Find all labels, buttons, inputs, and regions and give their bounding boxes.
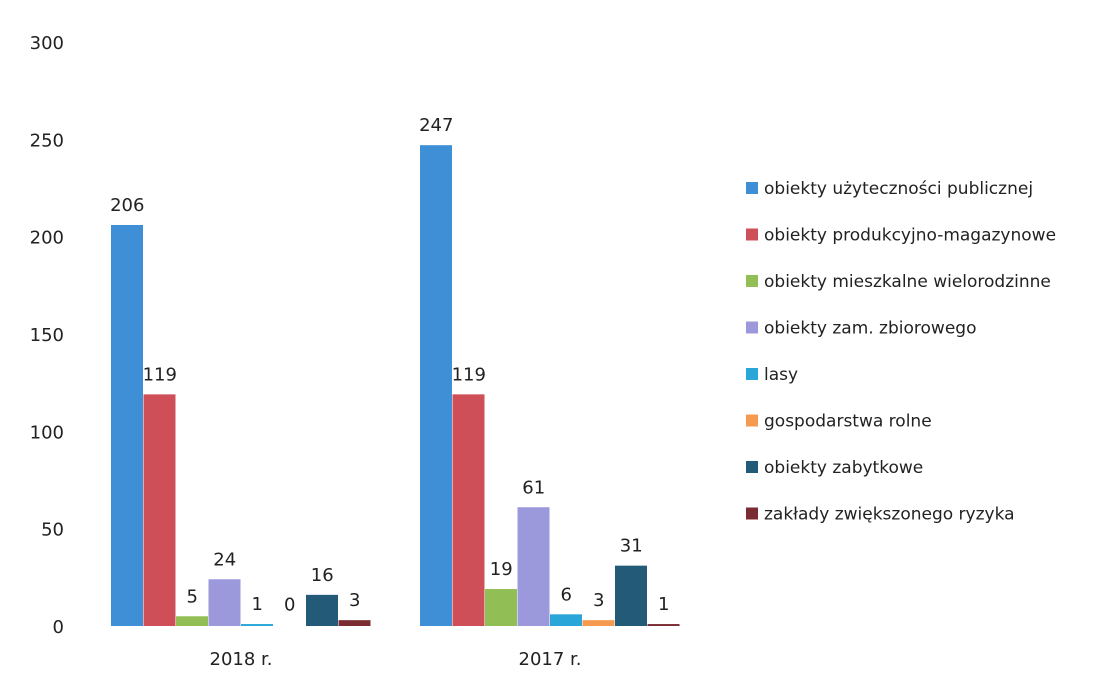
data-label: 19 <box>490 559 513 580</box>
data-label: 0 <box>284 595 295 616</box>
legend-swatch <box>746 368 758 380</box>
legend-item: obiekty mieszkalne wielorodzinne <box>746 272 1051 292</box>
y-tick-label: 0 <box>53 617 64 638</box>
legend-swatch <box>746 275 758 287</box>
legend-label: lasy <box>764 365 798 385</box>
legend-swatch <box>746 321 758 334</box>
y-axis: 0 50 100 150 200 250 300 <box>30 33 64 638</box>
bar <box>517 507 550 626</box>
legend-swatch <box>746 228 758 241</box>
bar <box>176 616 208 626</box>
bar <box>485 589 517 626</box>
y-tick-label: 150 <box>30 325 64 346</box>
legend-swatch <box>746 414 758 427</box>
data-label: 1 <box>658 594 669 615</box>
legend-swatch <box>746 461 758 473</box>
y-tick-label: 200 <box>30 228 64 249</box>
bar <box>208 579 241 626</box>
legend-swatch <box>746 507 758 520</box>
data-label: 24 <box>213 549 236 570</box>
bar <box>420 145 452 626</box>
legend-item: obiekty produkcyjno-magazynowe <box>746 226 1056 246</box>
legend-swatch <box>746 182 758 194</box>
data-label: 3 <box>593 590 604 611</box>
data-label: 3 <box>349 590 360 611</box>
legend-item: zakłady zwiększonego ryzyka <box>746 505 1015 525</box>
legend: obiekty użyteczności publicznej obiekty p… <box>746 179 1056 525</box>
y-tick-label: 300 <box>30 33 64 54</box>
data-label: 119 <box>452 364 486 385</box>
data-label: 6 <box>561 584 572 605</box>
bars <box>111 145 680 626</box>
data-label: 119 <box>143 364 177 385</box>
bar <box>582 620 615 626</box>
bar <box>111 224 143 626</box>
y-tick-label: 250 <box>30 130 64 151</box>
y-tick-label: 50 <box>41 520 64 541</box>
bar <box>452 394 485 626</box>
legend-item: obiekty zam. zbiorowego <box>746 319 976 339</box>
data-label: 206 <box>110 195 144 216</box>
bar <box>615 565 647 626</box>
bar <box>338 620 371 626</box>
x-tick-label: 2018 r. <box>210 649 273 670</box>
legend-label: obiekty użyteczności publicznej <box>764 179 1033 199</box>
x-axis: 2018 r. 2017 r. <box>210 649 582 670</box>
bar <box>647 624 680 626</box>
bar <box>550 614 582 626</box>
legend-label: gospodarstwa rolne <box>764 412 932 432</box>
data-label: 31 <box>620 536 643 557</box>
bar <box>143 394 176 626</box>
y-tick-label: 100 <box>30 422 64 443</box>
legend-item: lasy <box>746 365 798 385</box>
legend-item: obiekty użyteczności publicznej <box>746 179 1033 199</box>
legend-label: zakłady zwiększonego ryzyka <box>764 505 1015 525</box>
bar <box>241 624 273 626</box>
data-label: 61 <box>522 477 545 498</box>
data-label: 247 <box>419 115 453 136</box>
data-label: 1 <box>252 594 263 615</box>
x-tick-label: 2017 r. <box>519 649 582 670</box>
legend-item: gospodarstwa rolne <box>746 412 932 432</box>
data-label: 16 <box>311 565 334 586</box>
bar <box>306 594 338 626</box>
legend-label: obiekty produkcyjno-magazynowe <box>764 226 1056 246</box>
legend-label: obiekty zam. zbiorowego <box>764 319 976 339</box>
legend-label: obiekty mieszkalne wielorodzinne <box>764 272 1051 292</box>
data-label: 5 <box>187 586 198 607</box>
legend-label: obiekty zabytkowe <box>764 458 923 478</box>
legend-item: obiekty zabytkowe <box>746 458 923 478</box>
